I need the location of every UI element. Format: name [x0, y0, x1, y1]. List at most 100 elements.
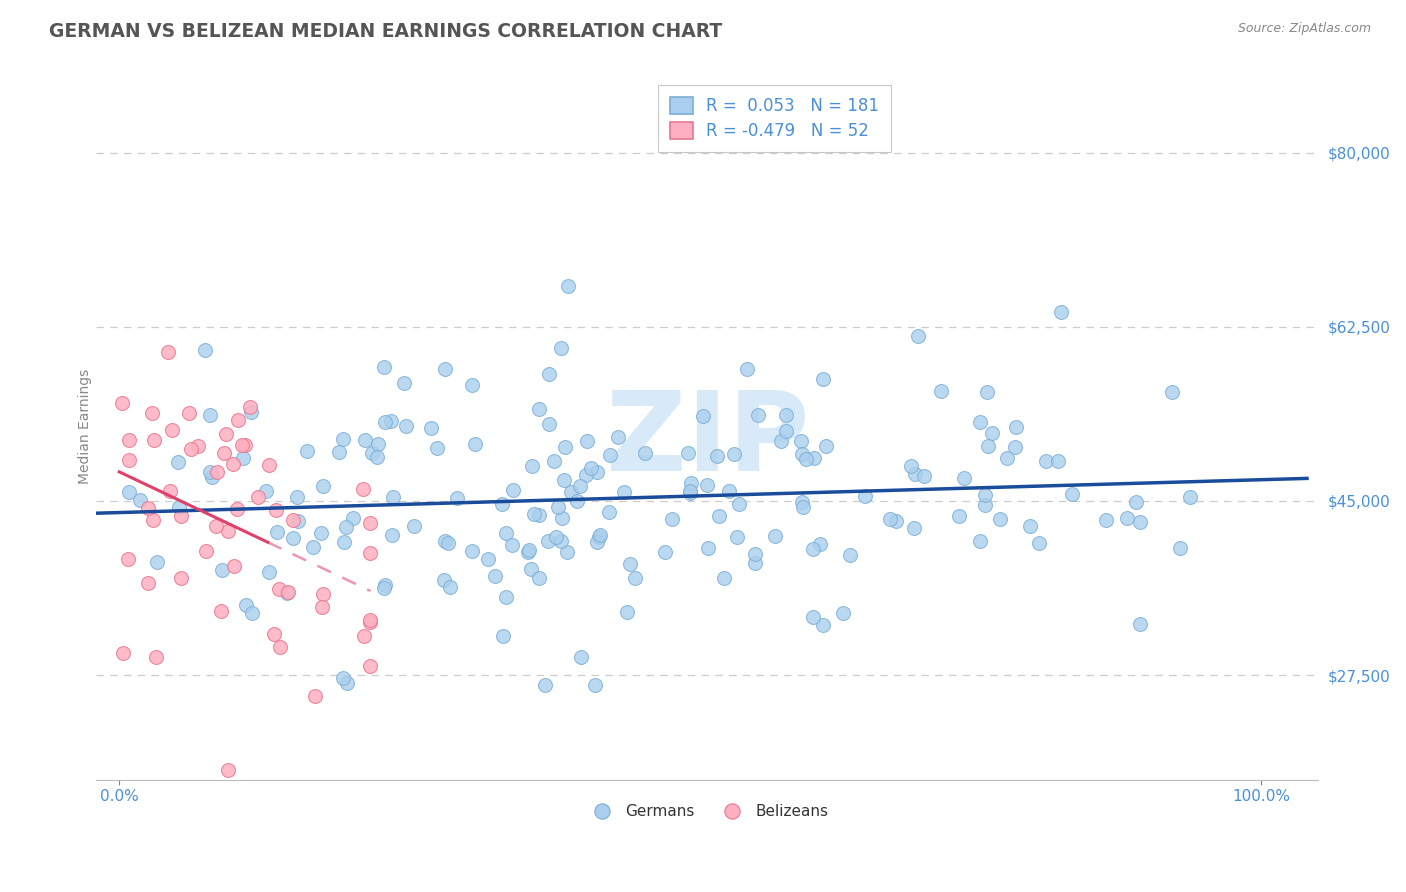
- Point: [395, 419, 418, 434]
- Point: [117, 552, 139, 566]
- Point: [969, 534, 991, 549]
- Point: [205, 465, 228, 479]
- Point: [538, 367, 561, 381]
- Point: [342, 511, 364, 525]
- Point: [634, 446, 657, 460]
- Point: [713, 571, 735, 585]
- Point: [1028, 536, 1050, 550]
- Point: [948, 508, 970, 523]
- Point: [575, 434, 598, 449]
- Point: [814, 439, 837, 453]
- Point: [988, 512, 1011, 526]
- Point: [136, 501, 159, 516]
- Point: [328, 445, 350, 459]
- Point: [492, 629, 515, 643]
- Point: [790, 447, 813, 461]
- Point: [537, 417, 560, 432]
- Point: [884, 514, 907, 528]
- Point: [813, 372, 835, 386]
- Point: [794, 451, 817, 466]
- Point: [360, 445, 382, 459]
- Point: [221, 458, 243, 472]
- Point: [747, 408, 769, 422]
- Point: [586, 465, 609, 479]
- Point: [1035, 454, 1057, 468]
- Point: [359, 546, 381, 560]
- Point: [567, 494, 589, 508]
- Point: [522, 458, 544, 473]
- Point: [557, 278, 579, 293]
- Point: [853, 490, 876, 504]
- Point: [233, 438, 256, 452]
- Point: [976, 385, 998, 400]
- Point: [333, 534, 356, 549]
- Point: [1178, 491, 1201, 505]
- Point: [550, 533, 572, 548]
- Point: [547, 500, 569, 514]
- Point: [560, 484, 582, 499]
- Point: [374, 415, 396, 429]
- Point: [142, 513, 165, 527]
- Point: [247, 491, 270, 505]
- Y-axis label: Median Earnings: Median Earnings: [79, 368, 93, 484]
- Point: [725, 530, 748, 544]
- Point: [146, 555, 169, 569]
- Point: [277, 585, 299, 599]
- Point: [359, 615, 381, 630]
- Point: [259, 458, 281, 473]
- Point: [217, 524, 239, 538]
- Point: [464, 437, 486, 451]
- Point: [461, 378, 484, 392]
- Point: [744, 547, 766, 561]
- Point: [1161, 385, 1184, 400]
- Point: [579, 461, 602, 475]
- Point: [495, 590, 517, 604]
- Point: [366, 450, 388, 464]
- Point: [302, 540, 325, 554]
- Point: [974, 487, 997, 501]
- Point: [195, 544, 218, 558]
- Point: [903, 521, 925, 535]
- Point: [353, 629, 375, 643]
- Point: [226, 413, 249, 427]
- Point: [904, 467, 927, 481]
- Point: [770, 434, 793, 448]
- Point: [763, 529, 786, 543]
- Point: [434, 533, 457, 548]
- Point: [907, 329, 929, 343]
- Point: [266, 525, 288, 540]
- Point: [676, 446, 699, 460]
- Point: [543, 454, 565, 468]
- Point: [619, 558, 641, 572]
- Point: [727, 497, 749, 511]
- Point: [588, 530, 610, 544]
- Point: [254, 484, 277, 499]
- Point: [177, 406, 200, 420]
- Point: [706, 449, 728, 463]
- Point: [533, 678, 555, 692]
- Point: [200, 409, 222, 423]
- Point: [792, 500, 814, 515]
- Point: [145, 649, 167, 664]
- Point: [1125, 494, 1147, 508]
- Point: [285, 490, 308, 504]
- Point: [419, 421, 441, 435]
- Point: [217, 763, 239, 777]
- Point: [380, 414, 402, 428]
- Point: [159, 484, 181, 499]
- Point: [537, 533, 560, 548]
- Point: [169, 500, 191, 514]
- Point: [141, 406, 163, 420]
- Point: [269, 640, 291, 654]
- Point: [373, 359, 395, 374]
- Point: [607, 430, 630, 444]
- Point: [1062, 486, 1084, 500]
- Point: [312, 479, 335, 493]
- Point: [613, 485, 636, 500]
- Point: [1018, 518, 1040, 533]
- Point: [281, 513, 304, 527]
- Point: [1046, 454, 1069, 468]
- Point: [697, 541, 720, 556]
- Legend: Germans, Belizeans: Germans, Belizeans: [581, 797, 834, 825]
- Point: [717, 484, 740, 499]
